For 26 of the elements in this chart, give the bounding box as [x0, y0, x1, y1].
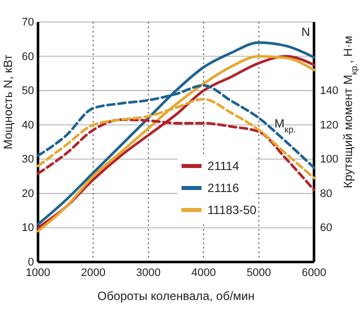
x-tick-label: 5000	[246, 266, 272, 279]
y2-tick-label: 80	[320, 188, 332, 200]
y2-tick-label: 120	[320, 119, 338, 132]
y-tick-label: 70	[22, 16, 34, 29]
x-tick-label: 4000	[191, 266, 216, 279]
x-axis-title: Обороты коленвала, об/мин	[97, 289, 255, 303]
y-tick-label: 0	[28, 256, 34, 269]
y-tick-label: 60	[22, 50, 34, 63]
annotation: M$_{кр.}$	[274, 116, 296, 135]
y-axis-title: Мощность N, кВт	[1, 54, 15, 150]
x-tick-label: 2000	[80, 266, 106, 279]
y2-tick-label: 140	[320, 85, 338, 98]
legend-label: 21116	[208, 181, 240, 195]
annotation: N	[301, 25, 310, 39]
y-tick-label: 50	[22, 85, 34, 98]
y-tick-label: 10	[22, 222, 34, 234]
x-tick-label: 1000	[26, 266, 50, 279]
y-tick-label: 40	[22, 119, 34, 132]
x-tick-label: 3000	[136, 266, 161, 279]
y-tick-label: 20	[22, 188, 34, 200]
x-tick-label: 6000	[302, 266, 326, 279]
y2-tick-label: 100	[320, 154, 338, 166]
legend-label: 11183-50	[208, 203, 257, 217]
y2-tick-label: 60	[320, 222, 332, 234]
legend-label: 21114	[208, 159, 240, 173]
y-tick-label: 30	[22, 154, 34, 166]
